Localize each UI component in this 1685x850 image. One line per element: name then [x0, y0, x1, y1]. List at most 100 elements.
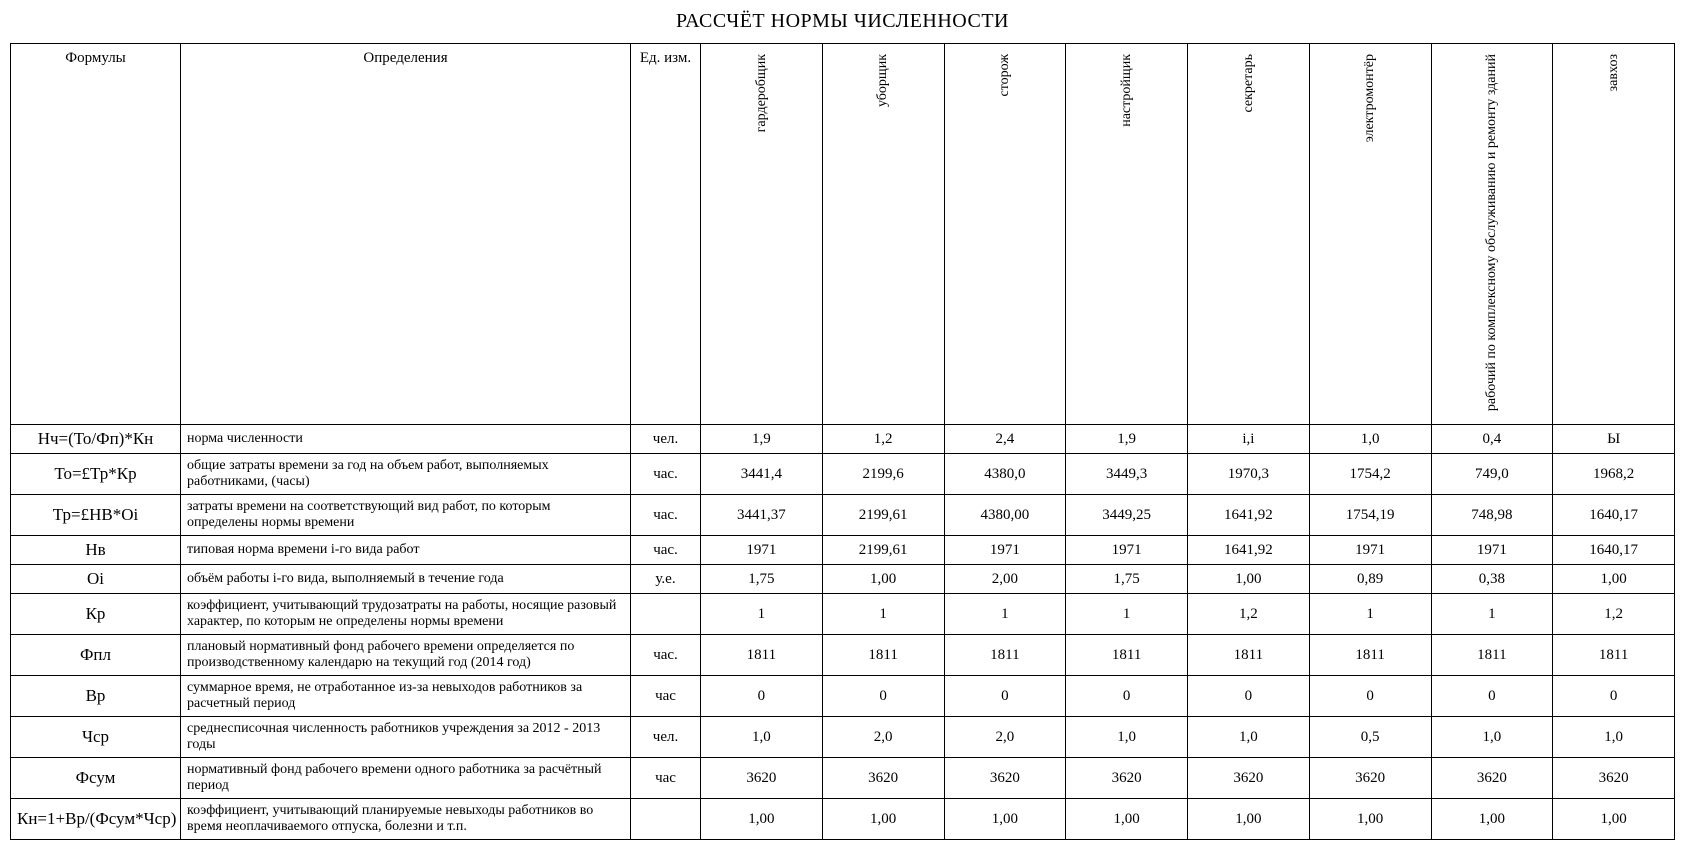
cell-value: 1811	[1188, 635, 1310, 676]
cell-value: 0	[822, 676, 944, 717]
cell-value: 1,2	[822, 425, 944, 454]
cell-value: 3620	[1431, 758, 1553, 799]
table-row: Оiобъём работы i-го вида, выполняемый в …	[11, 565, 1675, 594]
table-row: Тр=£НВ*Оiзатраты времени на соответствую…	[11, 495, 1675, 536]
cell-value: 2199,61	[822, 495, 944, 536]
cell-value: 1	[1309, 594, 1431, 635]
cell-value: 3449,3	[1066, 454, 1188, 495]
cell-value: 1971	[1309, 536, 1431, 565]
cell-value: 1641,92	[1188, 536, 1310, 565]
cell-definition: объём работы i-го вида, выполняемый в те…	[181, 565, 631, 594]
cell-value: 2,4	[944, 425, 1066, 454]
cell-definition: коэффициент, учитывающий планируемые нев…	[181, 799, 631, 840]
cell-value: 1,75	[701, 565, 823, 594]
cell-value: 3449,25	[1066, 495, 1188, 536]
cell-unit: у.е.	[631, 565, 701, 594]
cell-value: 3620	[1188, 758, 1310, 799]
cell-value: 1,2	[1188, 594, 1310, 635]
cell-unit	[631, 594, 701, 635]
table-row: То=£Тр*Кробщие затраты времени за год на…	[11, 454, 1675, 495]
cell-value: 1,00	[701, 799, 823, 840]
col-header-unit: Ед. изм.	[631, 44, 701, 425]
cell-value: 0	[1188, 676, 1310, 717]
cell-value: 0	[1309, 676, 1431, 717]
cell-value: i,i	[1188, 425, 1310, 454]
table-row: Нч=(То/Фп)*Кннорма численностичел. 1,9 1,2…	[11, 425, 1675, 454]
table-row: Нвтиповая норма времени i-го вида работч…	[11, 536, 1675, 565]
cell-value: 3620	[822, 758, 944, 799]
cell-value: 3620	[1553, 758, 1675, 799]
cell-value: 1,0	[1553, 717, 1675, 758]
cell-value: Ы	[1553, 425, 1675, 454]
cell-value: 1754,2	[1309, 454, 1431, 495]
cell-value: 1	[1431, 594, 1553, 635]
table-row: Врсуммарное время, не отработанное из-за…	[11, 676, 1675, 717]
cell-value: 0,89	[1309, 565, 1431, 594]
cell-value: 1811	[944, 635, 1066, 676]
cell-value: 1,00	[944, 799, 1066, 840]
cell-definition: нормативный фонд рабочего времени одного…	[181, 758, 631, 799]
cell-value: 3620	[1066, 758, 1188, 799]
cell-value: 1	[1066, 594, 1188, 635]
cell-value: 1640,17	[1553, 536, 1675, 565]
cell-formula: Кр	[11, 594, 181, 635]
cell-definition: среднесписочная численность работников у…	[181, 717, 631, 758]
cell-value: 1641,92	[1188, 495, 1310, 536]
cell-value: 1970,3	[1188, 454, 1310, 495]
cell-value: 4380,0	[944, 454, 1066, 495]
cell-value: 3441,4	[701, 454, 823, 495]
col-header-position: уборщик	[822, 44, 944, 425]
cell-value: 0,4	[1431, 425, 1553, 454]
cell-definition: суммарное время, не отработанное из-за н…	[181, 676, 631, 717]
cell-value: 1	[944, 594, 1066, 635]
cell-unit: час.	[631, 536, 701, 565]
cell-value: 1,00	[822, 565, 944, 594]
cell-value: 1,00	[822, 799, 944, 840]
cell-value: 1,0	[1309, 425, 1431, 454]
cell-formula: Нч=(То/Фп)*Кн	[11, 425, 181, 454]
cell-formula: Нв	[11, 536, 181, 565]
headcount-table: Формулы Определения Ед. изм. гардеробщик…	[10, 43, 1675, 840]
table-row: Кркоэффициент, учитывающий трудозатраты …	[11, 594, 1675, 635]
col-header-definition: Определения	[181, 44, 631, 425]
cell-value: 1971	[944, 536, 1066, 565]
cell-value: 1	[822, 594, 944, 635]
cell-value: 748,98	[1431, 495, 1553, 536]
cell-value: 1,9	[1066, 425, 1188, 454]
cell-value: 1,0	[701, 717, 823, 758]
cell-value: 1	[701, 594, 823, 635]
table-header-row: Формулы Определения Ед. изм. гардеробщик…	[11, 44, 1675, 425]
cell-value: 0	[1553, 676, 1675, 717]
cell-value: 1811	[701, 635, 823, 676]
cell-value: 1811	[1431, 635, 1553, 676]
cell-value: 3441,37	[701, 495, 823, 536]
cell-definition: норма численности	[181, 425, 631, 454]
cell-value: 3620	[944, 758, 1066, 799]
cell-value: 1811	[822, 635, 944, 676]
cell-definition: плановый нормативный фонд рабочего време…	[181, 635, 631, 676]
cell-value: 1,00	[1066, 799, 1188, 840]
cell-definition: общие затраты времени за год на объем ра…	[181, 454, 631, 495]
cell-value: 2,0	[944, 717, 1066, 758]
cell-value: 1971	[701, 536, 823, 565]
cell-value: 2199,6	[822, 454, 944, 495]
cell-value: 1,00	[1188, 565, 1310, 594]
cell-definition: типовая норма времени i-го вида работ	[181, 536, 631, 565]
cell-value: 1,0	[1066, 717, 1188, 758]
table-row: Чсрсреднесписочная численность работнико…	[11, 717, 1675, 758]
cell-value: 1,2	[1553, 594, 1675, 635]
col-header-position: настройщик	[1066, 44, 1188, 425]
table-row: Фплплановый нормативный фонд рабочего вр…	[11, 635, 1675, 676]
cell-unit: час	[631, 676, 701, 717]
col-header-position: завхоз	[1553, 44, 1675, 425]
cell-value: 1,0	[1188, 717, 1310, 758]
cell-value: 1754,19	[1309, 495, 1431, 536]
cell-definition: затраты времени на соответствующий вид р…	[181, 495, 631, 536]
cell-unit: час.	[631, 495, 701, 536]
cell-unit: чел.	[631, 425, 701, 454]
table-row: Фсумнормативный фонд рабочего времени од…	[11, 758, 1675, 799]
col-header-position: рабочий по комплексному обслуживанию и р…	[1431, 44, 1553, 425]
cell-formula: Вр	[11, 676, 181, 717]
cell-value: 3620	[701, 758, 823, 799]
col-header-position: сторож	[944, 44, 1066, 425]
